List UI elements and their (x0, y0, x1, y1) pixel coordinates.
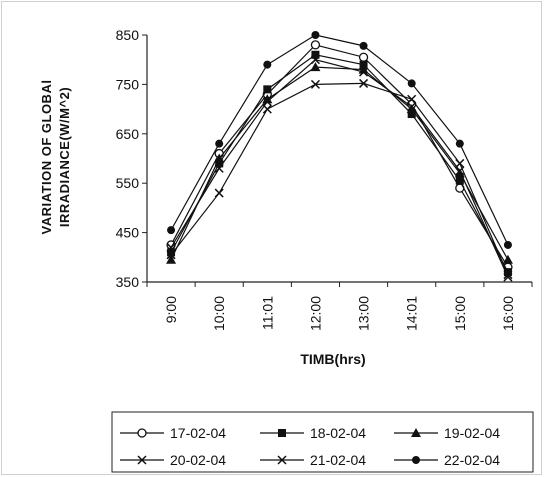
legend-marker (278, 429, 286, 437)
data-point (263, 61, 271, 69)
x-tick-label: 12:00 (307, 296, 323, 331)
legend-label: 18-02-04 (310, 425, 366, 441)
x-axis-title: TIMB(hrs) (300, 351, 365, 367)
series-22-02-04 (167, 31, 512, 249)
data-point (360, 53, 368, 61)
y-tick-label: 450 (116, 225, 140, 241)
y-tick-label: 850 (116, 27, 140, 43)
y-tick-label: 750 (116, 76, 140, 92)
data-point (167, 226, 175, 234)
series-layer (166, 31, 513, 281)
x-tick-label: 16:00 (500, 296, 516, 331)
y-tick-label: 550 (116, 175, 140, 191)
y-tick-label: 350 (116, 274, 140, 290)
legend-label: 17-02-04 (170, 425, 226, 441)
x-tick-label: 14:01 (404, 296, 420, 331)
series-21-02-04 (167, 56, 512, 281)
x-tick-label: 9:00 (163, 296, 179, 323)
y-tick-label: 650 (116, 126, 140, 142)
legend-label: 20-02-04 (170, 452, 226, 468)
data-point (311, 31, 319, 39)
legend-label: 21-02-04 (310, 452, 366, 468)
y-axis-title-line2: IRRADIANCE(W/M^2) (57, 87, 72, 227)
data-point (311, 41, 319, 49)
data-point (456, 140, 464, 148)
data-point (263, 85, 271, 93)
axes: 350 450 550 650 750 850 9:00 10:00 11:01 12:00 13:… (116, 27, 532, 331)
legend-marker (138, 429, 146, 437)
legend: 17-02-04 18-02-04 19-02-04 20-02-04 21-02-04… (112, 412, 533, 472)
data-point (215, 140, 223, 148)
legend-label: 22-02-04 (444, 452, 500, 468)
data-point (215, 189, 223, 197)
x-tick-label: 15:00 (452, 296, 468, 331)
data-point (503, 255, 513, 264)
legend-marker (412, 456, 420, 464)
data-point (360, 42, 368, 50)
legend-label: 19-02-04 (444, 425, 500, 441)
data-point (408, 79, 416, 87)
data-point (504, 241, 512, 249)
x-tick-label: 10:00 (211, 296, 227, 331)
x-tick-label: 13:00 (356, 296, 372, 331)
x-tick-label: 11:01 (259, 296, 275, 330)
y-axis-title-line1: VARIATION OF GLOBAl (39, 80, 54, 235)
